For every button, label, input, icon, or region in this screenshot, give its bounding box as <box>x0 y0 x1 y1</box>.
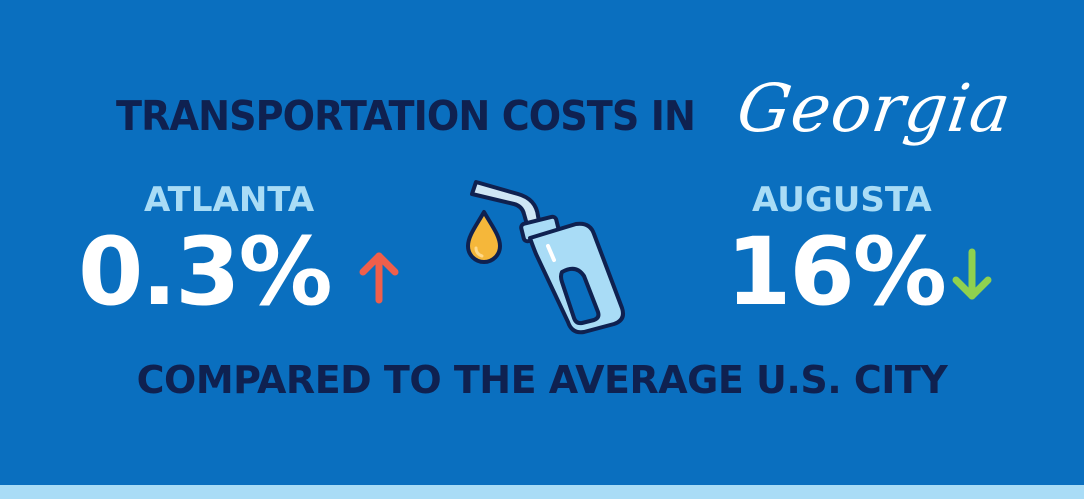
value-augusta: 16% <box>726 218 947 327</box>
value-atlanta: 0.3% <box>78 218 333 327</box>
bottom-band <box>0 485 1084 499</box>
state-name: Georgia <box>732 70 1017 147</box>
title-row: TRANSPORTATION COSTS IN Georgia <box>0 70 1084 152</box>
arrow-down-icon <box>952 248 992 300</box>
city-label-atlanta: ATLANTA <box>144 180 315 220</box>
fuel-drop-icon <box>466 210 502 264</box>
arrow-up-icon <box>359 252 399 304</box>
page-title: TRANSPORTATION COSTS IN <box>116 92 696 140</box>
comparison-caption: COMPARED TO THE AVERAGE U.S. CITY <box>136 358 948 402</box>
fuel-nozzle-icon <box>470 180 625 335</box>
city-label-augusta: AUGUSTA <box>752 180 932 220</box>
